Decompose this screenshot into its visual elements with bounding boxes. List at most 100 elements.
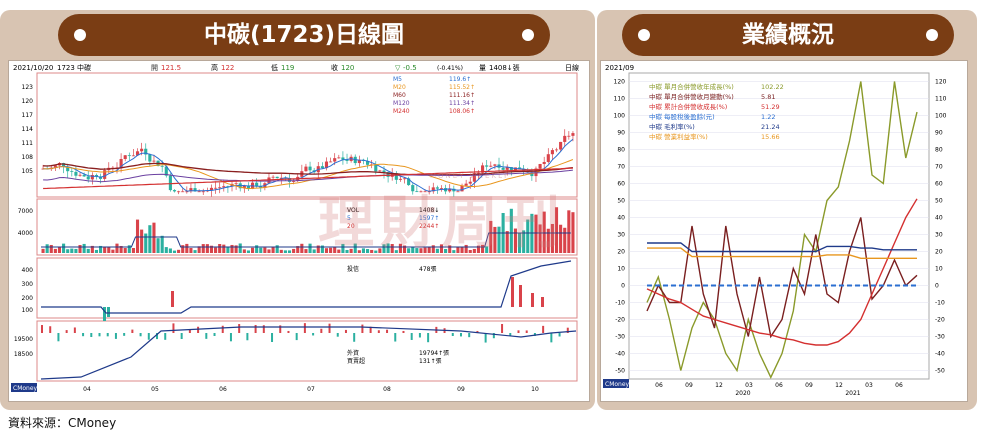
volume-bar (308, 243, 312, 253)
watermark-sub: MONEY WEEKLY (430, 172, 510, 180)
y-tick: 0 (621, 283, 625, 290)
series-line (646, 81, 918, 379)
price-tick: 114 (22, 126, 34, 133)
volume-bar (357, 250, 361, 253)
volume-bar (402, 245, 407, 253)
y-tick: 10 (617, 266, 625, 273)
header-period: 日線 (565, 63, 579, 72)
volume-bar (439, 244, 444, 253)
candle-body (41, 168, 45, 170)
tab-dot-left (74, 29, 86, 41)
foreign-bar (164, 333, 167, 340)
candle-body (489, 165, 493, 167)
volume-bar (283, 250, 287, 253)
foreign-bar (320, 328, 323, 333)
ma-legend-value: 115.52↑ (449, 84, 475, 91)
left-title-tab: 中碳(1723)日線圖 (58, 14, 550, 56)
volume-bar (57, 247, 62, 253)
candle-body (218, 187, 222, 189)
candle-body (214, 187, 218, 189)
volume-bar (177, 249, 181, 253)
foreign-bar (492, 333, 495, 339)
header-date: 2021/10/20 (13, 64, 53, 72)
volume-bar (374, 250, 378, 253)
price-tick: 105 (22, 168, 34, 175)
legend-series-name: 中碳 累計合併營收成長(%) (649, 102, 727, 111)
invest-holding-line (41, 260, 572, 314)
foreign-bar (517, 330, 520, 333)
foreign-bar (106, 333, 109, 337)
foreign-bar (476, 330, 479, 333)
candle-body (415, 191, 419, 193)
volume-bar (345, 249, 349, 253)
y-tick: 90 (617, 130, 625, 137)
foreign-bar (501, 324, 504, 333)
candle-body (386, 172, 390, 177)
foreign-bar (402, 330, 405, 333)
invest-bar (531, 293, 534, 307)
candle-body (78, 174, 82, 176)
volume-bar (197, 246, 201, 253)
foreign-bar (418, 333, 421, 338)
volume-bar (230, 244, 234, 253)
foreign-bar (328, 323, 331, 333)
tab-dot-right (926, 29, 938, 41)
invest-bar (103, 307, 106, 321)
header-low: 119 (281, 64, 294, 72)
volume-ma-line (41, 232, 571, 248)
cmoney-logo: CMoney (13, 385, 38, 392)
month-tick: 10 (531, 386, 539, 393)
volume-bar (485, 246, 489, 253)
y-tick: -10 (935, 300, 945, 307)
foreign-bar (156, 333, 159, 340)
volume-bar (538, 224, 542, 253)
foreign-bar (287, 330, 290, 333)
month-tick: 06 (219, 386, 227, 393)
ma60-line (43, 162, 573, 176)
volume-bar (559, 224, 563, 253)
x-ticks: 06 09 12 03 06 09 12 03 06 (655, 382, 903, 389)
candle-body (62, 163, 66, 167)
volume-bar (292, 248, 296, 253)
foreign-bar (533, 333, 536, 336)
candle-body (550, 150, 554, 155)
volume-bar (505, 231, 509, 253)
volume-bar (329, 247, 333, 253)
foreign-bar (468, 333, 471, 338)
x-tick: 03 (745, 382, 753, 389)
candle-body (448, 188, 452, 192)
candle-body (329, 161, 333, 163)
y-tick: 50 (617, 198, 625, 205)
vol-legend-value: 2244↑ (419, 223, 439, 230)
candle-body (66, 166, 70, 172)
foreign-bar (65, 330, 68, 333)
candle-body (160, 165, 164, 167)
y-tick: -20 (935, 317, 945, 324)
volume-bar (493, 226, 497, 253)
foreign-bar (98, 333, 101, 337)
volume-bar (460, 247, 464, 253)
foreign-bar (229, 333, 232, 342)
legend-series-value: 5.81 (761, 93, 775, 101)
volume-bar (275, 245, 279, 253)
vol-legend-name: VOL (347, 207, 360, 214)
candle-body (460, 185, 464, 192)
volume-bar (119, 245, 123, 253)
invest-label: 投信 (347, 265, 359, 273)
candle-body (505, 167, 509, 170)
volume-bar (107, 247, 111, 253)
candle-body (152, 160, 156, 162)
month-tick: 07 (307, 386, 315, 393)
foreign-bar (188, 329, 191, 333)
y-tick: -40 (615, 351, 625, 358)
candle-body (402, 178, 407, 180)
tab-dot-left (638, 29, 650, 41)
foreign-bar (525, 330, 528, 333)
volume-bar (563, 227, 567, 253)
candle-body (70, 171, 74, 172)
y-tick: -20 (615, 317, 625, 324)
foreign-holding-line (40, 326, 577, 380)
volume-bar (255, 245, 259, 253)
volume-bar (526, 219, 530, 253)
volume-bar (53, 248, 57, 253)
